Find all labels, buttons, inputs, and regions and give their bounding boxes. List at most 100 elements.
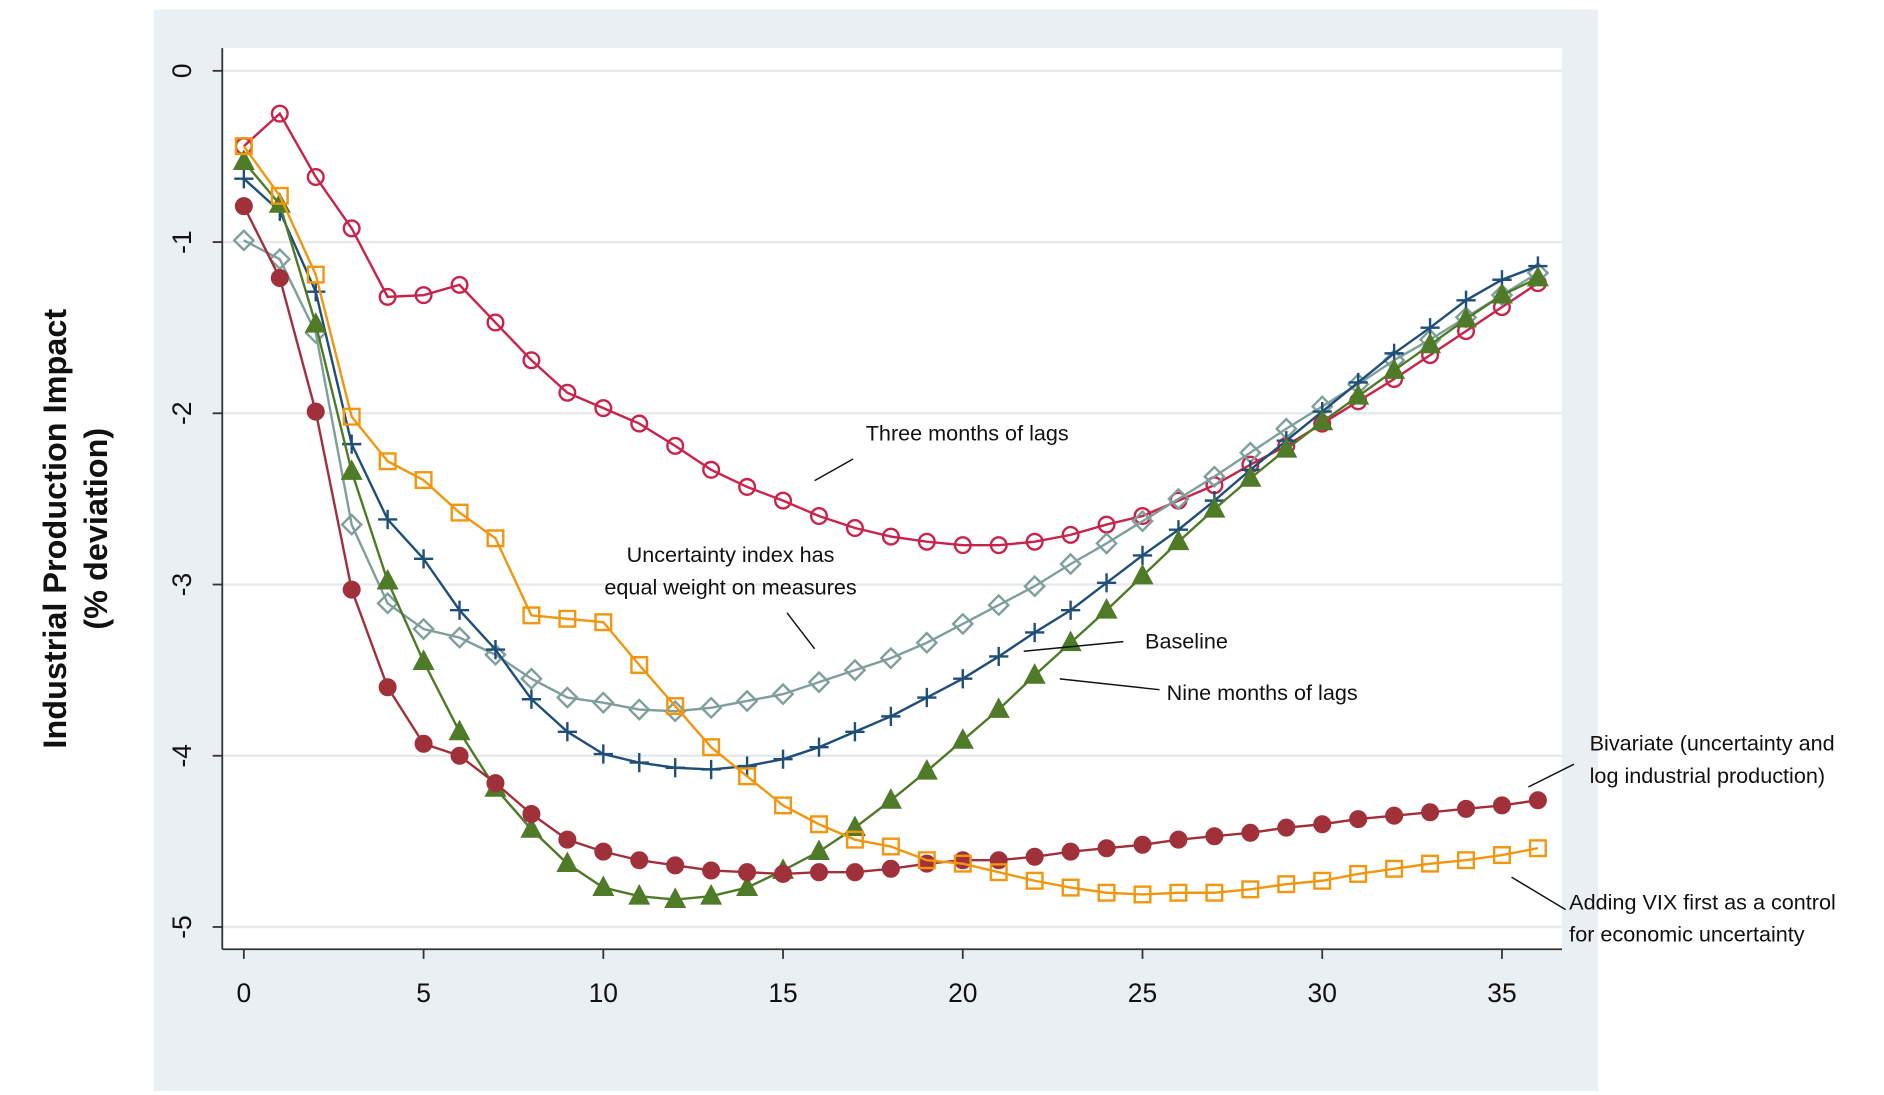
- marker: [736, 875, 759, 897]
- marker: [306, 282, 326, 302]
- annotation-leader: [1528, 763, 1575, 788]
- marker: [234, 197, 253, 216]
- annotation-leader: [1059, 678, 1160, 691]
- marker: [1095, 598, 1118, 619]
- marker: [773, 749, 793, 769]
- marker: [1456, 290, 1476, 310]
- marker: [593, 744, 613, 764]
- marker: [342, 580, 361, 599]
- marker: [1167, 487, 1190, 511]
- marker: [450, 503, 469, 522]
- marker: [630, 414, 649, 433]
- series-label: equal weight on measures: [604, 574, 856, 599]
- marker: [412, 617, 435, 641]
- y-tick-label: -4: [167, 744, 197, 768]
- x-tick-label: 35: [1487, 978, 1516, 1008]
- annotation-leader: [786, 612, 816, 650]
- marker: [1131, 563, 1154, 585]
- marker: [1241, 880, 1260, 899]
- marker: [340, 459, 363, 480]
- marker: [1421, 854, 1440, 873]
- marker: [1421, 803, 1440, 822]
- marker: [594, 399, 613, 418]
- marker: [520, 817, 543, 838]
- x-tick-label: 10: [589, 978, 618, 1008]
- series-label: Bivariate (uncertainty and: [1590, 731, 1835, 756]
- marker: [556, 686, 579, 709]
- marker: [306, 402, 325, 421]
- marker: [376, 568, 399, 590]
- marker: [951, 728, 974, 749]
- marker: [1239, 466, 1262, 487]
- marker: [953, 669, 973, 689]
- marker: [486, 529, 505, 548]
- marker: [771, 682, 795, 706]
- marker: [522, 351, 541, 370]
- marker: [629, 752, 649, 773]
- marker: [1061, 878, 1080, 897]
- marker: [1205, 883, 1224, 902]
- marker: [1096, 573, 1117, 593]
- marker: [881, 706, 901, 726]
- marker: [1132, 545, 1153, 566]
- marker: [1347, 384, 1370, 405]
- marker: [1059, 552, 1082, 576]
- marker: [304, 312, 327, 333]
- marker: [1492, 796, 1511, 815]
- marker: [1061, 842, 1080, 861]
- marker: [1385, 859, 1404, 878]
- marker: [414, 471, 433, 490]
- marker: [702, 861, 721, 880]
- marker: [270, 186, 289, 205]
- marker: [1205, 827, 1224, 846]
- marker: [774, 796, 793, 815]
- x-tick-label: 15: [768, 978, 797, 1008]
- marker: [1169, 830, 1188, 849]
- marker: [591, 691, 615, 714]
- marker: [1097, 883, 1116, 902]
- marker: [1492, 846, 1511, 865]
- marker: [1528, 791, 1547, 810]
- series-label: for economic uncertainty: [1569, 922, 1805, 947]
- marker: [845, 830, 864, 849]
- marker: [378, 509, 398, 530]
- marker: [879, 646, 903, 670]
- marker: [1457, 799, 1476, 818]
- marker: [1277, 875, 1296, 894]
- marker: [1275, 437, 1298, 458]
- y-axis-title: Industrial Production Impact: [37, 309, 73, 749]
- marker: [1061, 525, 1080, 544]
- marker: [522, 804, 541, 823]
- marker: [1454, 306, 1478, 328]
- marker: [809, 507, 828, 526]
- marker: [1490, 282, 1513, 304]
- x-tick-label: 30: [1308, 978, 1337, 1008]
- marker: [1419, 332, 1442, 354]
- marker: [486, 313, 505, 332]
- marker: [664, 887, 687, 909]
- marker: [448, 626, 471, 649]
- marker: [1349, 864, 1368, 883]
- marker: [232, 149, 255, 170]
- x-tick-label: 0: [236, 978, 251, 1008]
- marker: [881, 859, 900, 878]
- marker: [630, 851, 649, 870]
- marker: [989, 851, 1008, 870]
- marker: [879, 788, 902, 809]
- marker: [774, 491, 793, 510]
- y-tick-label: -1: [167, 230, 197, 254]
- marker: [774, 864, 793, 883]
- marker: [485, 639, 506, 660]
- marker: [630, 655, 649, 675]
- marker: [520, 667, 543, 691]
- marker: [306, 265, 325, 284]
- marker: [807, 670, 831, 694]
- marker: [234, 137, 253, 156]
- annotation-leader: [814, 458, 854, 482]
- y-tick-label: -3: [167, 573, 197, 597]
- marker: [738, 863, 757, 882]
- marker: [1313, 871, 1332, 890]
- marker: [448, 719, 471, 741]
- y-tick-label: 0: [167, 63, 197, 78]
